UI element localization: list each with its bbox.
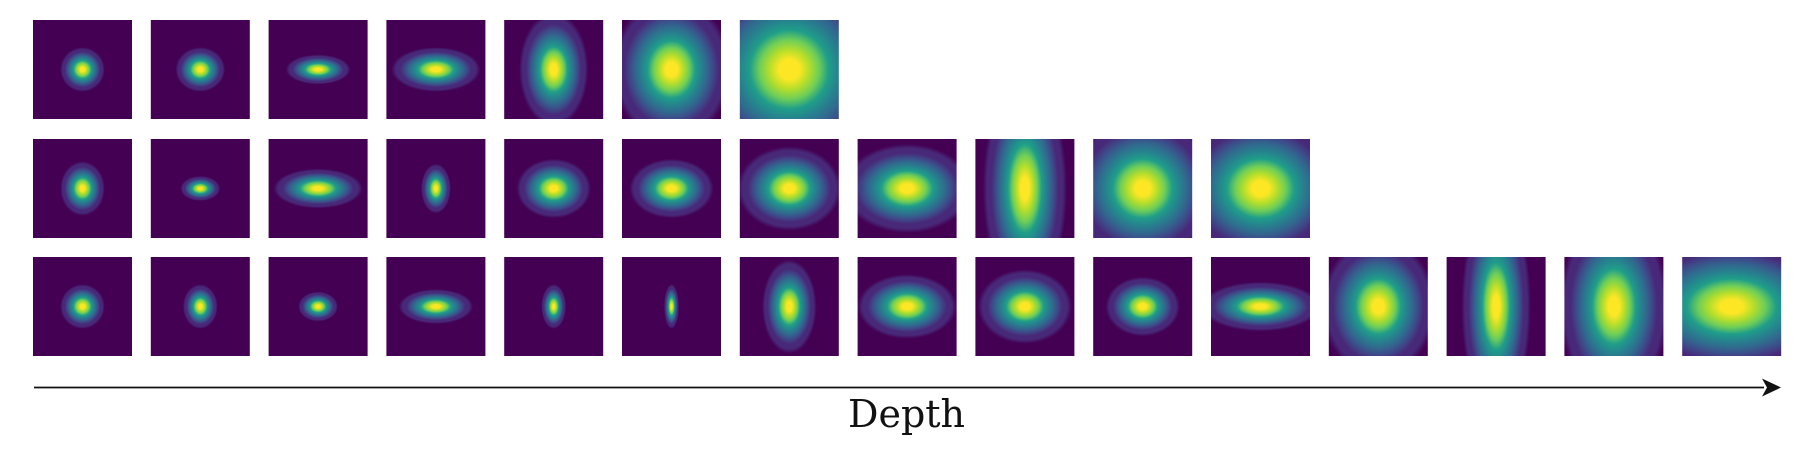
gaussian-tile-row-2-3 bbox=[268, 139, 368, 238]
gaussian-tile-row-1-5 bbox=[504, 20, 604, 119]
gaussian-tile-row-3-4 bbox=[386, 257, 486, 356]
gaussian-tile-row-2-9 bbox=[975, 139, 1075, 238]
gaussian-tile-row-3-11 bbox=[1211, 257, 1310, 356]
gaussian-tile-row-2-1 bbox=[33, 139, 132, 238]
gaussian-tile-row-3-1 bbox=[33, 257, 132, 356]
gaussian-tile-row-3-13 bbox=[1446, 257, 1546, 356]
gaussian-tile-row-1-1 bbox=[33, 20, 132, 119]
gaussian-tile-row-1-2 bbox=[150, 20, 250, 119]
gaussian-tile-row-1-6 bbox=[622, 20, 721, 119]
gaussian-tile-row-2-8 bbox=[857, 139, 957, 238]
gaussian-tile-row-2-4 bbox=[386, 139, 486, 238]
gaussian-tile-row-1-3 bbox=[268, 20, 368, 119]
gaussian-tile-row-3-6 bbox=[622, 257, 721, 356]
tile-grid bbox=[33, 20, 1782, 356]
gaussian-tile-row-3-5 bbox=[504, 257, 604, 356]
gaussian-tile-row-3-15 bbox=[1682, 257, 1782, 356]
gaussian-tile-row-3-9 bbox=[975, 257, 1075, 356]
gaussian-tile-row-2-5 bbox=[504, 139, 604, 238]
gaussian-tile-row-3-7 bbox=[739, 257, 839, 356]
gaussian-tile-row-2-10 bbox=[1093, 139, 1193, 238]
gaussian-tile-row-3-2 bbox=[150, 257, 250, 356]
gaussian-tile-row-3-8 bbox=[857, 257, 957, 356]
gaussian-tile-row-3-10 bbox=[1093, 257, 1193, 356]
gaussian-tile-row-2-2 bbox=[150, 139, 250, 238]
gaussian-tile-row-1-4 bbox=[386, 20, 486, 119]
gaussian-tile-row-3-3 bbox=[268, 257, 368, 356]
gaussian-tile-row-3-14 bbox=[1564, 257, 1664, 356]
depth-axis bbox=[34, 378, 1781, 397]
gaussian-tile-row-1-7 bbox=[739, 20, 839, 119]
gaussian-tile-row-3-12 bbox=[1328, 257, 1428, 356]
gaussian-tile-row-2-7 bbox=[739, 139, 839, 238]
gaussian-tile-row-2-6 bbox=[622, 139, 721, 238]
depth-axis-arrowhead bbox=[1762, 378, 1781, 397]
depth-axis-label: Depth bbox=[847, 392, 966, 436]
gaussian-tile-row-2-11 bbox=[1211, 139, 1310, 238]
